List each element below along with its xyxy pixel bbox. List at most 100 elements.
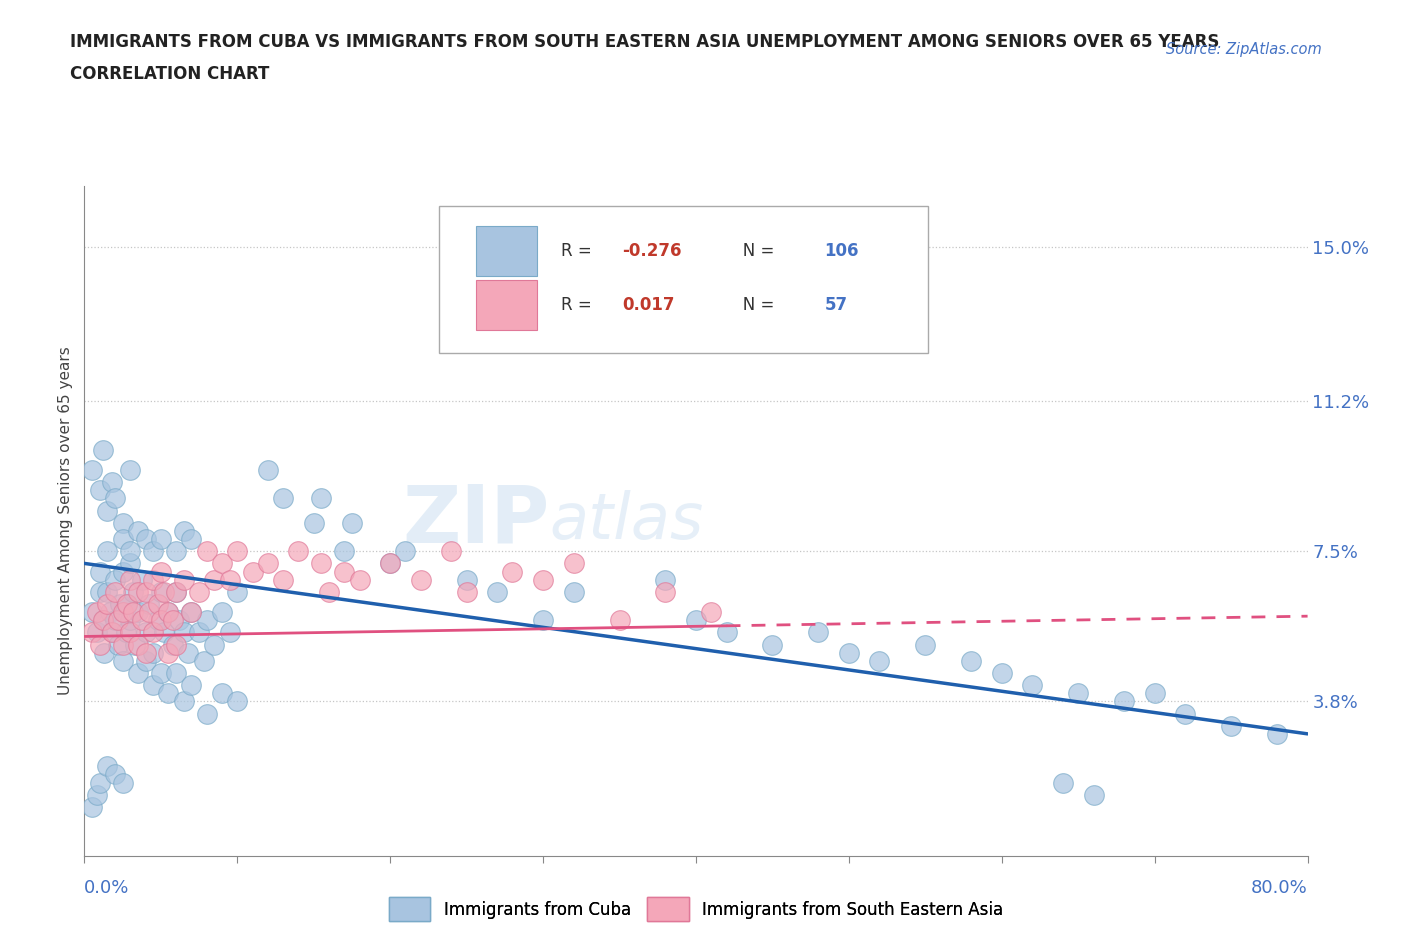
Point [869,654,891,669]
Point [193,654,215,669]
Point [1021,678,1043,693]
Point [456,584,478,599]
Point [115,596,138,611]
Point [127,604,149,619]
Point [486,584,509,599]
Point [333,544,356,559]
Point [211,604,233,619]
Point [394,544,416,559]
Point [1114,694,1136,709]
Point [89,483,111,498]
Point [165,584,187,599]
Point [104,613,127,628]
Point [211,556,233,571]
Point [838,645,860,660]
Point [195,613,218,628]
Text: N =: N = [727,243,779,260]
Text: 57: 57 [824,296,848,313]
Point [89,637,111,652]
Point [609,613,631,628]
Point [80,604,103,619]
Point [1067,685,1090,700]
Point [120,572,142,587]
Point [80,800,103,815]
Point [120,556,142,571]
Text: 80.0%: 80.0% [1251,879,1308,897]
Point [177,645,200,660]
Point [107,613,129,628]
Point [180,604,202,619]
Point [142,625,165,640]
Point [195,706,218,721]
Point [146,613,169,628]
Point [1174,706,1197,721]
Point [127,524,149,538]
Point [218,625,240,640]
Point [165,637,187,652]
Point [96,503,118,518]
Point [96,544,118,559]
Point [127,584,149,599]
Point [226,544,249,559]
Point [135,645,157,660]
Point [960,654,983,669]
Text: CORRELATION CHART: CORRELATION CHART [70,65,270,83]
Y-axis label: Unemployment Among Seniors over 65 years: Unemployment Among Seniors over 65 years [58,347,73,696]
Point [311,491,333,506]
Point [135,654,157,669]
Text: ZIP: ZIP [402,482,550,560]
Point [914,637,936,652]
Text: Source: ZipAtlas.com: Source: ZipAtlas.com [1166,42,1322,57]
Point [111,515,134,530]
Point [531,613,554,628]
Text: N =: N = [727,296,779,313]
Bar [475,280,537,330]
Point [142,645,165,660]
Point [149,584,172,599]
Point [271,572,294,587]
Point [122,604,145,619]
Point [1220,718,1243,733]
Point [111,565,134,579]
Point [120,544,142,559]
Point [409,572,432,587]
Text: 0.0%: 0.0% [84,879,129,897]
Point [380,556,402,571]
Point [120,613,142,628]
Point [91,613,114,628]
Point [107,637,129,652]
Point [1265,726,1288,741]
Point [257,462,280,477]
Point [142,544,165,559]
Point [122,584,145,599]
Point [104,491,127,506]
Point [115,596,138,611]
Point [89,584,111,599]
Point [153,584,176,599]
Point [146,596,169,611]
Point [80,462,103,477]
Point [654,584,676,599]
Point [101,625,124,640]
Point [162,613,184,628]
Point [226,584,249,599]
Point [654,572,676,587]
Point [609,280,631,295]
Point [311,556,333,571]
Point [149,613,172,628]
Point [1143,685,1166,700]
Point [1052,775,1074,790]
Point [120,462,142,477]
Point [340,515,363,530]
Point [120,625,142,640]
Text: atlas: atlas [550,490,703,551]
Point [142,678,165,693]
Point [211,685,233,700]
Point [188,625,211,640]
Point [180,604,202,619]
Point [173,694,195,709]
Point [104,572,127,587]
Point [111,637,134,652]
Point [991,666,1014,681]
Point [131,572,153,587]
